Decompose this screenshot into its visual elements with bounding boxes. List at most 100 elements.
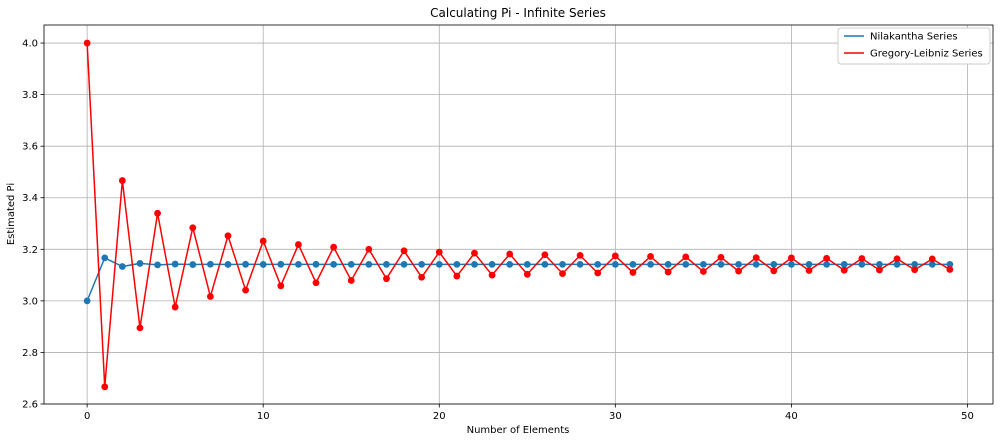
data-point-nilakantha-series xyxy=(840,260,848,268)
data-point-gregory-leibniz-series xyxy=(559,270,566,277)
y-tick-label: 3.8 xyxy=(22,90,38,101)
data-point-gregory-leibniz-series xyxy=(435,248,443,256)
data-point-gregory-leibniz-series xyxy=(259,237,267,245)
data-point-nilakantha-series xyxy=(893,260,901,268)
data-point-nilakantha-series xyxy=(752,260,760,268)
x-tick-label: 30 xyxy=(609,411,622,422)
data-point-nilakantha-series xyxy=(576,260,584,268)
data-point-gregory-leibniz-series xyxy=(788,254,795,262)
data-point-gregory-leibniz-series xyxy=(699,268,707,275)
data-point-gregory-leibniz-series xyxy=(682,253,690,261)
data-point-nilakantha-series xyxy=(770,260,778,268)
data-point-nilakantha-series xyxy=(171,260,179,268)
legend-label-nilakantha: Nilakantha Series xyxy=(870,32,958,43)
data-point-gregory-leibniz-series xyxy=(136,324,144,332)
data-point-nilakantha-series xyxy=(365,260,373,268)
y-tick-label: 3.0 xyxy=(22,296,38,307)
data-point-gregory-leibniz-series xyxy=(594,269,602,277)
data-point-nilakantha-series xyxy=(277,260,285,268)
data-point-nilakantha-series xyxy=(154,261,161,269)
series-line-gregory-leibniz-series xyxy=(86,43,951,387)
y-tick-label: 2.6 xyxy=(22,400,38,411)
data-point-nilakantha-series xyxy=(682,260,690,268)
data-point-nilakantha-series xyxy=(541,260,549,268)
data-point-nilakantha-series xyxy=(523,260,531,268)
data-point-gregory-leibniz-series xyxy=(347,277,355,284)
data-point-gregory-leibniz-series xyxy=(224,232,232,240)
data-point-gregory-leibniz-series xyxy=(611,252,619,260)
data-point-gregory-leibniz-series xyxy=(400,247,408,255)
data-point-gregory-leibniz-series xyxy=(383,275,390,283)
data-point-gregory-leibniz-series xyxy=(506,250,514,258)
chart-title: Calculating Pi - Infinite Series xyxy=(430,6,606,20)
data-point-nilakantha-series xyxy=(858,260,866,268)
data-point-gregory-leibniz-series xyxy=(488,271,496,279)
data-point-gregory-leibniz-series xyxy=(717,253,725,261)
data-point-gregory-leibniz-series xyxy=(770,267,778,275)
data-point-gregory-leibniz-series xyxy=(928,255,936,263)
data-point-gregory-leibniz-series xyxy=(101,383,109,391)
data-point-nilakantha-series xyxy=(664,260,672,268)
data-point-nilakantha-series xyxy=(805,260,813,268)
data-point-nilakantha-series xyxy=(224,261,232,268)
data-point-nilakantha-series xyxy=(629,260,637,268)
data-point-gregory-leibniz-series xyxy=(629,269,637,276)
y-tick-label: 3.4 xyxy=(22,193,38,204)
data-point-nilakantha-series xyxy=(435,260,443,268)
data-point-gregory-leibniz-series xyxy=(823,254,831,262)
legend-frame xyxy=(837,27,991,65)
data-point-gregory-leibniz-series xyxy=(118,177,126,184)
data-point-nilakantha-series xyxy=(118,263,126,270)
plot-area xyxy=(44,25,993,404)
data-point-nilakantha-series xyxy=(189,261,197,268)
data-point-nilakantha-series xyxy=(488,260,496,268)
y-tick-label: 4.0 xyxy=(22,39,38,50)
data-point-nilakantha-series xyxy=(295,260,302,268)
plot-frame xyxy=(43,24,994,405)
y-tick-label: 3.6 xyxy=(22,142,38,153)
data-point-nilakantha-series xyxy=(788,260,795,268)
legend-label-gregory-leibniz: Gregory-Leibniz Series xyxy=(870,49,983,60)
data-point-gregory-leibniz-series xyxy=(277,282,285,290)
data-point-gregory-leibniz-series xyxy=(664,268,672,276)
data-point-gregory-leibniz-series xyxy=(154,209,161,217)
series-layer xyxy=(83,39,954,391)
data-point-gregory-leibniz-series xyxy=(893,255,901,263)
data-point-nilakantha-series xyxy=(383,260,390,268)
data-point-nilakantha-series xyxy=(136,260,144,267)
data-point-gregory-leibniz-series xyxy=(295,241,302,248)
y-tick-label: 2.8 xyxy=(22,348,38,359)
data-point-gregory-leibniz-series xyxy=(312,279,320,287)
data-point-gregory-leibniz-series xyxy=(541,251,549,259)
data-point-gregory-leibniz-series xyxy=(858,255,866,262)
ticks: 0 10 20 30 40 50 2.6 2.8 3.0 3.2 3.4 3.6 3.8 4.0 xyxy=(22,39,974,422)
data-point-nilakantha-series xyxy=(347,260,355,268)
x-tick-label: 20 xyxy=(433,411,446,422)
data-point-gregory-leibniz-series xyxy=(876,266,883,274)
data-point-nilakantha-series xyxy=(559,260,566,268)
data-point-gregory-leibniz-series xyxy=(735,267,742,275)
data-point-gregory-leibniz-series xyxy=(453,272,461,280)
data-point-gregory-leibniz-series xyxy=(83,39,91,47)
data-point-gregory-leibniz-series xyxy=(911,266,919,274)
data-point-gregory-leibniz-series xyxy=(171,303,179,311)
x-tick-label: 10 xyxy=(257,411,270,422)
data-point-gregory-leibniz-series xyxy=(752,254,760,262)
data-point-nilakantha-series xyxy=(242,260,249,268)
data-point-nilakantha-series xyxy=(647,260,654,268)
data-point-gregory-leibniz-series xyxy=(418,273,426,281)
data-point-nilakantha-series xyxy=(259,261,267,268)
data-point-gregory-leibniz-series xyxy=(840,266,848,274)
data-point-gregory-leibniz-series xyxy=(365,245,373,253)
data-point-nilakantha-series xyxy=(418,260,426,268)
data-point-nilakantha-series xyxy=(83,297,91,305)
data-point-nilakantha-series xyxy=(594,260,602,268)
data-point-nilakantha-series xyxy=(206,260,214,268)
data-point-nilakantha-series xyxy=(928,260,936,268)
data-point-nilakantha-series xyxy=(911,260,919,268)
data-point-nilakantha-series xyxy=(312,260,320,268)
data-point-nilakantha-series xyxy=(735,260,742,268)
data-point-nilakantha-series xyxy=(330,260,338,268)
data-point-gregory-leibniz-series xyxy=(330,243,338,251)
